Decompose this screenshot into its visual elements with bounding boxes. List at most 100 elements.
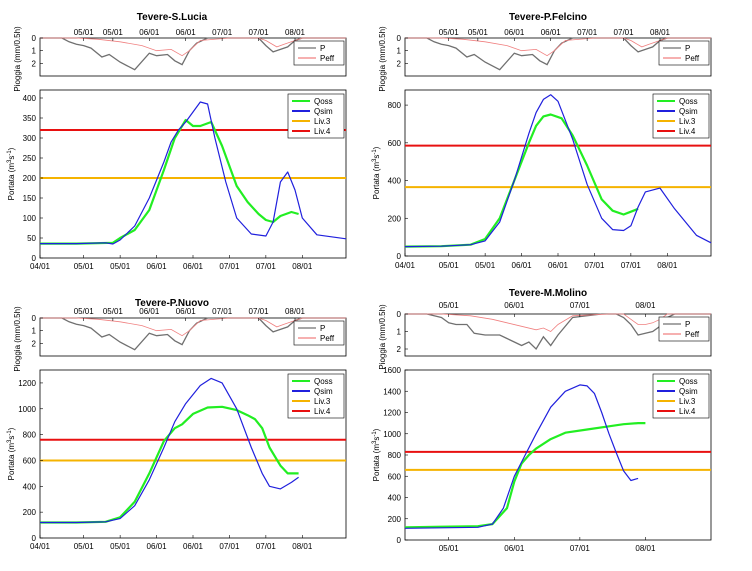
flow-xtick-label: 04/01: [395, 261, 416, 270]
rain-legend-label: Peff: [320, 54, 335, 63]
flow-ylabel: Portata (m3s-1): [372, 146, 381, 199]
rain-top-date-label: 05/01: [468, 28, 489, 37]
flow-legend-label: Qsim: [314, 107, 333, 116]
flow-subplot: 0 200 400 600 800 1000 1200 04/01 05/01 05/01 06/0…: [7, 369, 347, 551]
flow-legend-label: Liv.4: [679, 407, 696, 416]
rain-series-p: [40, 317, 346, 351]
rain-top-date-label: 05/01: [74, 28, 95, 37]
flow-ytick-label: 0: [32, 254, 37, 263]
flow-legend-label: Qsim: [679, 387, 698, 396]
flow-ytick-label: 600: [388, 472, 402, 481]
flow-ytick-label: 150: [23, 194, 37, 203]
flow-ytick-label: 600: [23, 456, 37, 465]
rain-ytick-label: 0: [32, 314, 37, 323]
rain-ytick-label: 1: [32, 327, 37, 336]
rain-top-date-label: 06/01: [176, 307, 197, 316]
flow-xtick-label: 04/01: [30, 262, 51, 271]
flow-ylabel-sup: 3: [372, 158, 378, 162]
rain-ytick-label: 2: [397, 59, 402, 68]
flow-ytick-label: 400: [388, 494, 402, 503]
rain-series-peff: [405, 37, 711, 57]
flow-xtick-label: 05/01: [74, 542, 95, 551]
flow-ylabel-end: ): [7, 147, 16, 150]
flow-legend-label: Qsim: [314, 387, 333, 396]
flow-legend-label: Liv.4: [314, 407, 331, 416]
flow-series-qsim: [40, 377, 299, 524]
flow-ylabel: Portata (m3s-1): [372, 428, 381, 481]
chart-panel-1: Tevere-S.Lucia 0 1 2 05/01 05/01 06/01 06/01 07/…: [7, 12, 347, 271]
flow-series-qsim: [404, 94, 712, 248]
flow-ytick-label: 1000: [383, 430, 401, 439]
flow-legend-label: Liv.3: [679, 397, 696, 406]
flow-xtick-label: 08/01: [292, 262, 313, 271]
chart-title: Tevere-P.Nuovo: [135, 298, 209, 309]
flow-xtick-label: 06/01: [504, 544, 525, 553]
rain-top-date-label: 07/01: [212, 307, 233, 316]
rain-top-date-label: 06/01: [139, 28, 160, 37]
rain-legend-label: Peff: [685, 330, 700, 339]
flow-xtick-label: 06/01: [147, 262, 168, 271]
rain-top-date-label: 08/01: [635, 301, 656, 310]
flow-ytick-label: 250: [23, 154, 37, 163]
rain-ylabel: Pioggia (mm/0.5h): [378, 304, 387, 370]
flow-xtick-label: 05/01: [110, 262, 131, 271]
flow-ylabel-sup: -1: [7, 430, 13, 436]
rain-top-date-label: 07/01: [577, 28, 598, 37]
flow-xtick-label: 07/01: [584, 261, 605, 270]
rain-series-p: [405, 37, 711, 71]
flow-legend-label: Qoss: [314, 97, 333, 106]
flow-ylabel-sup: 3: [7, 439, 13, 443]
rain-top-date-label: 05/01: [439, 28, 460, 37]
flow-legend-label: Liv.3: [314, 117, 331, 126]
rain-legend-label: P: [320, 44, 325, 53]
rain-legend: [293, 40, 345, 66]
flow-series-qoss: [40, 118, 299, 245]
flow-ytick-label: 400: [23, 94, 37, 103]
flow-ylabel-main: Portata (m: [372, 444, 381, 482]
flow-series-qoss: [404, 113, 639, 248]
flow-ytick-label: 800: [388, 101, 402, 110]
flow-ytick-label: 200: [23, 174, 37, 183]
rain-top-date-label: 06/01: [176, 28, 197, 37]
flow-ytick-label: 200: [23, 508, 37, 517]
flow-xtick-label: 08/01: [292, 542, 313, 551]
flow-xtick-label: 05/01: [110, 542, 131, 551]
flow-legend-label: Liv.4: [679, 127, 696, 136]
flow-ylabel-sup: -1: [7, 150, 13, 156]
flow-legend-label: Liv.3: [679, 117, 696, 126]
flow-ytick-label: 0: [32, 534, 37, 543]
flow-ylabel: Portata (m3s-1): [7, 427, 16, 480]
flow-ytick-label: 200: [388, 214, 402, 223]
flow-ylabel-end: ): [372, 428, 381, 431]
flow-xtick-label: 07/01: [570, 544, 591, 553]
rain-legend-label: Peff: [685, 54, 700, 63]
rain-ytick-label: 0: [32, 34, 37, 43]
flow-ytick-label: 300: [23, 134, 37, 143]
flow-subplot: 0 200 400 600 800 04/01 05/01 05/01 06/01 06/01 07…: [372, 89, 712, 270]
flow-ylabel-sup: -1: [372, 431, 378, 437]
flow-legend-label: Qoss: [679, 377, 698, 386]
flow-legend-label: Qsim: [679, 107, 698, 116]
rain-legend: [293, 320, 345, 346]
rain-legend-label: P: [320, 324, 325, 333]
flow-xtick-label: 06/01: [183, 542, 204, 551]
rain-ytick-label: 1: [397, 47, 402, 56]
rain-top-date-label: 06/01: [139, 307, 160, 316]
rain-ylabel: Pioggia (mm/0.5h): [13, 26, 22, 92]
rain-top-date-label: 05/01: [103, 28, 124, 37]
rain-series-peff: [40, 317, 346, 337]
rain-ytick-label: 2: [32, 339, 37, 348]
flow-ylabel-mid: s: [372, 155, 381, 159]
rain-series-peff: [40, 37, 346, 57]
flow-ytick-label: 200: [388, 515, 402, 524]
flow-legend-label: Liv.3: [314, 397, 331, 406]
flow-ylabel-mid: s: [372, 437, 381, 441]
rain-legend-label: P: [685, 44, 690, 53]
flow-xtick-label: 08/01: [657, 261, 678, 270]
flow-ytick-label: 50: [27, 234, 36, 243]
